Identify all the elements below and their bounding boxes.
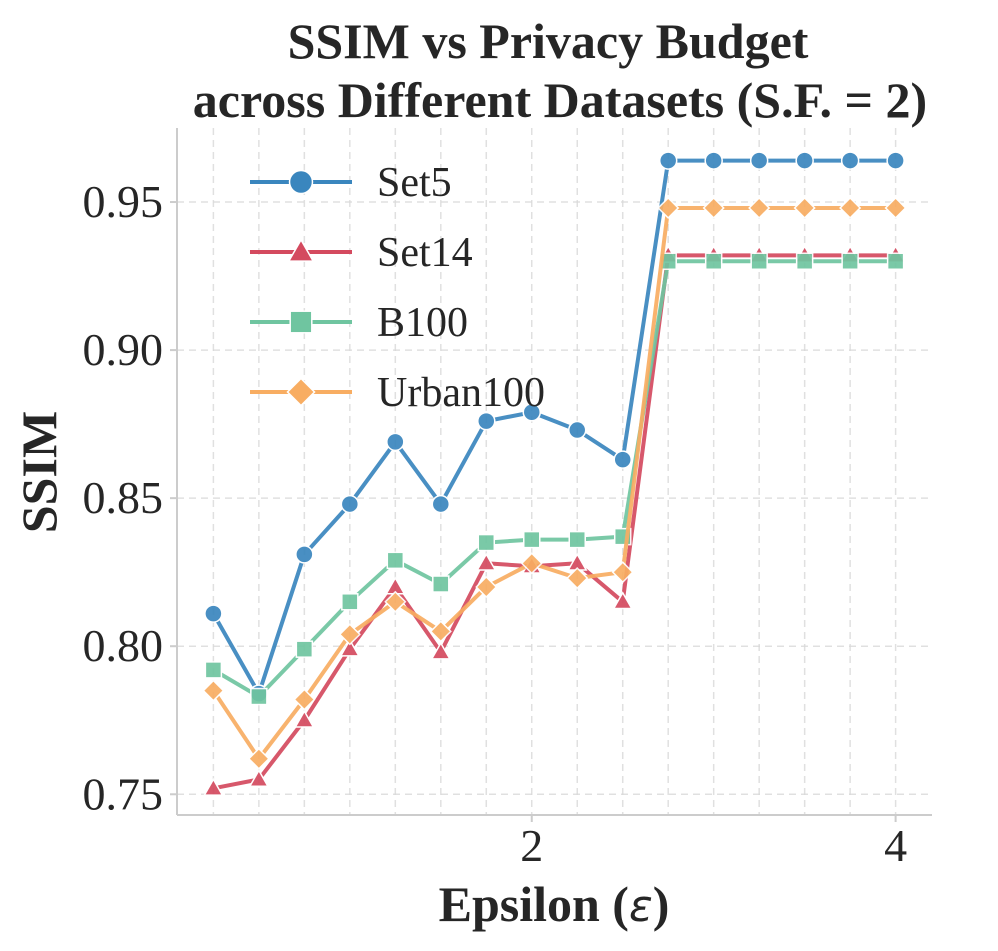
data-point [248,768,270,787]
x-axis-label-main: Epsilon ( [439,876,629,932]
data-point [204,661,223,679]
chart-title-line2: across Different Datasets (S.F. = 2) [193,72,927,128]
series-line [212,259,896,699]
x-tick-label: 4 [884,820,907,871]
data-point [749,151,769,170]
series [202,151,907,796]
data-point [568,530,586,549]
data-point [386,551,405,570]
data-point [295,640,314,658]
data-point [566,567,589,590]
y-tick-label: 0.80 [83,620,164,671]
series-urban100 [202,196,907,770]
series-b100 [204,252,905,706]
y-tick-label: 0.75 [83,768,164,819]
data-point [477,411,496,431]
legend-label: B100 [377,300,468,346]
data-point [386,432,405,452]
data-point [475,575,498,599]
x-tick-label: 2 [520,820,543,871]
legend-item: Set14 [250,230,473,276]
legend-item: Urban100 [250,370,545,416]
data-point [430,641,452,660]
x-axis-label-end: ) [653,876,670,932]
y-tick-label: 0.85 [83,472,164,523]
legend-label: Set14 [377,230,473,276]
data-point [841,252,859,271]
data-point [250,687,268,706]
series-line [213,253,896,791]
data-point [384,590,407,613]
legend-marker [286,377,316,407]
data-point [793,196,816,220]
data-point [294,709,315,728]
legend-label: Set5 [377,160,452,206]
data-point [612,591,634,610]
data-point [247,747,270,770]
data-point [702,196,725,220]
y-ticks: 0.75 0.80 0.85 0.90 0.95 [83,176,177,819]
data-point [884,196,907,220]
x-axis-label: Epsilon (ε) [439,876,670,932]
data-point [704,252,723,271]
legend-item: Set5 [250,160,452,206]
data-point [658,151,678,170]
data-point [477,533,496,552]
data-point [748,196,771,220]
legend: Set5 Set14 B100 Urban100 [250,160,545,416]
data-point [567,420,587,440]
series-line [211,205,896,761]
series-line [211,158,896,696]
data-point [520,552,543,575]
data-point [431,494,451,514]
data-point [341,593,359,611]
data-point [523,530,541,549]
data-point [475,552,497,571]
legend-item: B100 [250,300,468,346]
chart-title: SSIM vs Privacy Budget [288,13,809,69]
y-tick-label: 0.95 [83,176,164,227]
series-set5 [204,151,905,703]
x-axis-label-symbol: ε [629,881,653,932]
legend-marker [289,310,313,334]
data-point [338,623,361,646]
legend-label: Urban100 [377,370,545,416]
data-point [611,561,634,584]
data-point [613,450,632,469]
data-point [750,252,768,271]
y-tick-label: 0.90 [83,324,164,375]
data-point [432,575,450,593]
data-point [340,494,360,514]
y-axis-label: SSIM [11,411,67,533]
data-point [704,151,723,170]
data-point [339,638,361,657]
legend-marker [287,238,315,262]
data-point [202,679,225,702]
data-point [886,252,905,271]
data-point [657,196,680,220]
data-point [522,403,542,422]
data-point [886,151,905,170]
data-point [795,151,814,170]
legend-marker [288,169,314,195]
data-point [295,545,314,564]
data-point [293,688,316,711]
grid [177,128,932,815]
data-point [839,196,862,220]
data-point [840,151,860,170]
data-point [429,620,452,643]
axes-spines [176,128,932,816]
data-point [795,252,814,271]
data-point [204,604,223,623]
data-point [203,777,224,796]
